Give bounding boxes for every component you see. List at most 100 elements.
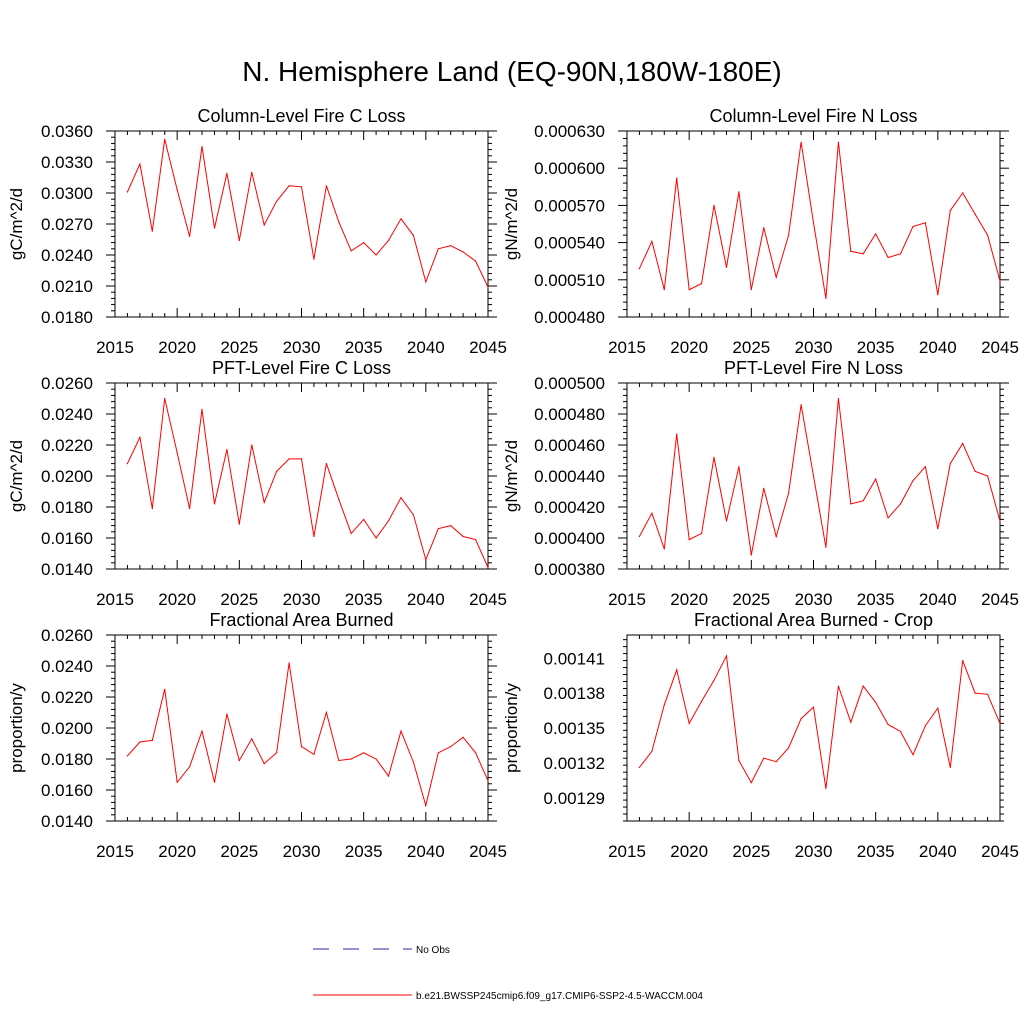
x-tick-label: 2045	[981, 338, 1019, 357]
data-point	[213, 781, 216, 783]
data-point	[288, 662, 290, 664]
data-point	[164, 138, 166, 140]
data-point	[139, 741, 141, 743]
data-point	[713, 679, 715, 681]
data-point	[450, 245, 452, 247]
y-tick-label: 0.000400	[534, 529, 605, 548]
x-tick-label: 2030	[283, 590, 321, 609]
x-tick-label: 2045	[981, 590, 1019, 609]
data-point	[425, 559, 427, 561]
x-tick-label: 2045	[469, 590, 507, 609]
data-point	[164, 688, 166, 690]
x-tick-label: 2045	[981, 842, 1019, 861]
data-point	[164, 397, 166, 400]
data-point	[238, 759, 240, 762]
x-tick-label: 2030	[795, 338, 833, 357]
panel-4: PFT-Level Fire N Loss gN/m^2/d 2015 2020 202…	[502, 358, 1019, 609]
data-point	[651, 240, 653, 242]
x-tick-label: 2025	[220, 842, 258, 861]
data-point	[350, 758, 352, 760]
data-point	[663, 704, 665, 706]
y-axis-label: proportion/y	[502, 683, 521, 773]
panel-title: PFT-Level Fire C Loss	[212, 358, 391, 378]
data-point	[387, 520, 390, 522]
data-point	[226, 449, 228, 451]
data-point	[325, 463, 327, 465]
data-point	[139, 436, 141, 438]
data-point	[375, 758, 377, 760]
data-point	[126, 755, 128, 757]
data-point	[701, 532, 703, 535]
data-point	[251, 171, 253, 173]
data-point	[412, 234, 414, 236]
panel-2: Column-Level Fire N Loss gN/m^2/d 2015 2020…	[502, 106, 1019, 357]
y-tick-label: 0.00138	[544, 684, 605, 703]
data-point	[387, 775, 390, 777]
data-point	[949, 463, 951, 465]
data-point	[139, 163, 141, 165]
x-tick-label: 2035	[345, 842, 383, 861]
data-point	[475, 538, 477, 541]
data-point	[462, 535, 464, 538]
y-tick-label: 0.00141	[544, 649, 605, 668]
data-point	[375, 254, 377, 256]
data-point	[713, 204, 715, 206]
x-tick-label: 2040	[407, 842, 445, 861]
data-point	[425, 804, 427, 807]
y-tick-label: 0.00129	[544, 789, 605, 808]
panel-title: Fractional Area Burned	[209, 610, 393, 630]
data-point	[837, 397, 840, 400]
y-tick-label: 0.000540	[534, 234, 605, 253]
x-tick-label: 2030	[795, 590, 833, 609]
data-point	[800, 141, 802, 143]
data-point	[887, 256, 889, 259]
y-tick-label: 0.0220	[41, 688, 93, 707]
data-point	[862, 253, 864, 255]
plot-frame	[114, 130, 489, 318]
y-tick-label: 0.0180	[41, 750, 93, 769]
data-point	[400, 497, 402, 499]
data-point	[850, 503, 852, 505]
y-tick-label: 0.0140	[41, 812, 93, 831]
data-point	[663, 289, 665, 291]
y-tick-label: 0.0200	[41, 719, 93, 738]
x-tick-label: 2040	[919, 338, 957, 357]
data-point	[775, 535, 777, 538]
y-tick-label: 0.0240	[41, 246, 93, 265]
panel-3: PFT-Level Fire C Loss gC/m^2/d 2015 2020 202…	[7, 358, 507, 609]
x-tick-label: 2020	[670, 842, 708, 861]
y-tick-label: 0.0160	[41, 529, 93, 548]
data-point	[775, 761, 777, 763]
data-point	[213, 503, 216, 505]
x-tick-label: 2035	[345, 338, 383, 357]
data-point	[701, 700, 703, 702]
data-point	[276, 470, 278, 472]
data-point	[949, 766, 951, 769]
x-tick-label: 2025	[732, 842, 770, 861]
data-point	[638, 535, 641, 538]
x-tick-label: 2035	[857, 590, 895, 609]
data-point	[189, 508, 191, 510]
data-point	[412, 514, 414, 516]
y-tick-label: 0.0200	[41, 467, 93, 486]
data-point	[437, 248, 439, 250]
data-point	[251, 444, 253, 446]
data-point	[701, 282, 703, 285]
data-point	[962, 660, 964, 662]
panel-title: Fractional Area Burned - Crop	[694, 610, 933, 630]
data-point	[425, 281, 427, 283]
data-point	[875, 478, 877, 480]
x-tick-label: 2040	[919, 590, 957, 609]
data-point	[924, 222, 927, 224]
y-tick-label: 0.0260	[41, 374, 93, 393]
x-tick-label: 2045	[469, 842, 507, 861]
data-point	[974, 692, 976, 694]
data-point	[151, 739, 153, 742]
y-tick-label: 0.000500	[534, 374, 605, 393]
data-point	[688, 539, 690, 541]
legend-model-label: b.e21.BWSSP245cmip6.f09_g17.CMIP6-SSP2-4…	[416, 991, 703, 1002]
data-point	[201, 730, 203, 732]
data-point	[263, 501, 265, 503]
data-point	[999, 280, 1001, 282]
x-tick-label: 2040	[407, 590, 445, 609]
